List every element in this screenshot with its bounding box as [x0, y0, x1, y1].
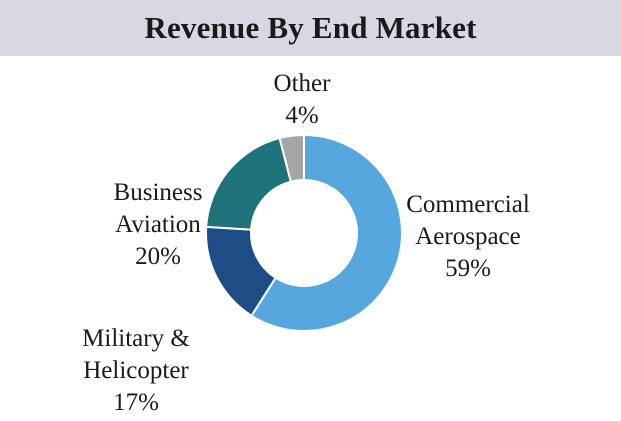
- slice-value-text: 59%: [445, 255, 491, 282]
- slice-value-text: 4%: [285, 102, 319, 129]
- slice-label-text: Business: [113, 179, 203, 206]
- slice-label-business-aviation: Business Aviation 20%: [90, 177, 226, 273]
- slice-label-text: Other: [273, 70, 331, 97]
- slice-label-text: Aerospace: [415, 223, 521, 250]
- chart-title: Revenue By End Market: [144, 10, 477, 45]
- slice-label-text: Commercial: [406, 191, 530, 218]
- slice-value-text: 20%: [135, 243, 181, 270]
- donut-slice-commercial-aerospace: [250, 133, 403, 332]
- slice-value-text: 17%: [113, 389, 159, 416]
- chart-title-bar: Revenue By End Market: [0, 0, 621, 56]
- slice-label-text: Military &: [82, 325, 190, 352]
- slice-label-military-helicopter: Military & Helicopter 17%: [66, 323, 206, 419]
- slice-label-text: Helicopter: [83, 357, 189, 384]
- donut-slice-other: [278, 133, 305, 183]
- slice-label-commercial-aerospace: Commercial Aerospace 59%: [398, 189, 538, 285]
- slice-label-text: Aviation: [115, 211, 201, 238]
- slice-label-other: Other 4%: [252, 68, 352, 132]
